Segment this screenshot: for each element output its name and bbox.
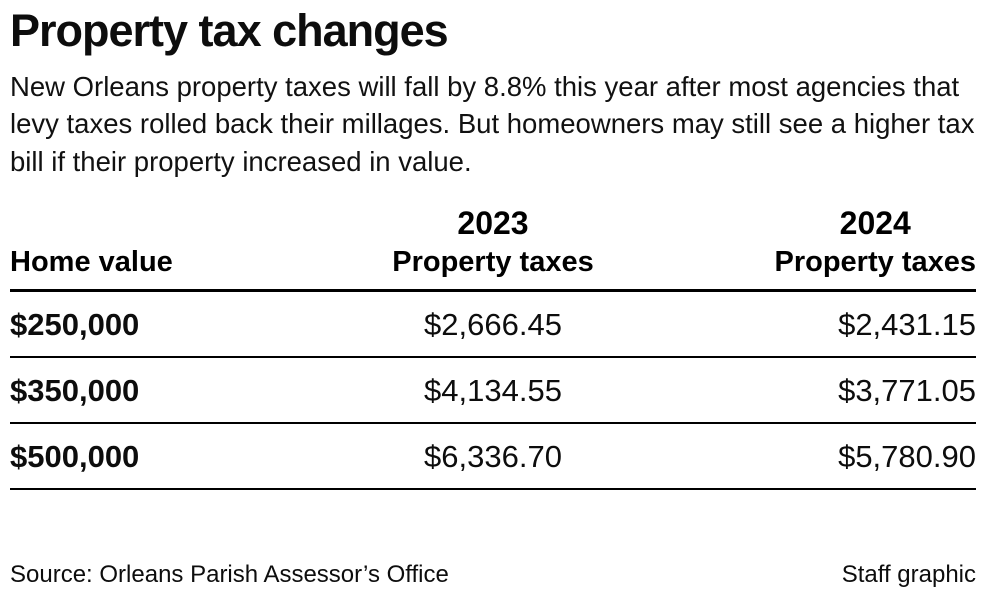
header-2023-stack: 2023 Property taxes (392, 205, 594, 279)
header-home-value: Home value (10, 204, 300, 292)
cell-taxes-2023: $6,336.70 (299, 422, 687, 490)
header-2024: 2024 Property taxes (686, 204, 977, 292)
page-title: Property tax changes (10, 5, 449, 56)
header-row: Home value 2023 Property taxes 2024 Prop… (10, 204, 977, 292)
year-2023-label: 2023 (457, 204, 529, 241)
cell-taxes-2023: $4,134.55 (299, 356, 687, 424)
cell-home-value: $250,000 (10, 290, 300, 358)
home-value-header-label: Home value (10, 245, 173, 278)
cell-taxes-2024: $2,431.15 (686, 290, 976, 358)
year-2024-label: 2024 (839, 204, 911, 241)
header-2024-stack: 2024 Property taxes (775, 205, 977, 279)
cell-taxes-2024: $3,771.05 (686, 356, 976, 424)
table-row: $350,000 $4,134.55 $3,771.05 (10, 356, 976, 424)
property-taxes-2024-label: Property taxes (774, 245, 977, 278)
cell-home-value: $500,000 (10, 422, 300, 490)
table-row: $500,000 $6,336.70 $5,780.90 (10, 422, 976, 490)
header-2023: 2023 Property taxes (299, 204, 687, 292)
tax-table: Home value 2023 Property taxes 2024 Prop… (10, 204, 977, 490)
intro-text: New Orleans property taxes will fall by … (10, 70, 975, 177)
table-body: $250,000 $2,666.45 $2,431.15 $350,000 $4… (10, 290, 976, 490)
cell-taxes-2023: $2,666.45 (299, 290, 687, 358)
source-credit: Source: Orleans Parish Assessor’s Office (10, 561, 449, 588)
cell-taxes-2024: $5,780.90 (686, 422, 976, 490)
property-taxes-2023-label: Property taxes (392, 245, 594, 278)
footer: Source: Orleans Parish Assessor’s Office… (10, 561, 976, 589)
cell-home-value: $350,000 (10, 356, 300, 424)
staff-graphic-credit: Staff graphic (841, 561, 976, 588)
table-header: Home value 2023 Property taxes 2024 Prop… (10, 204, 977, 292)
table-row: $250,000 $2,666.45 $2,431.15 (10, 290, 976, 358)
